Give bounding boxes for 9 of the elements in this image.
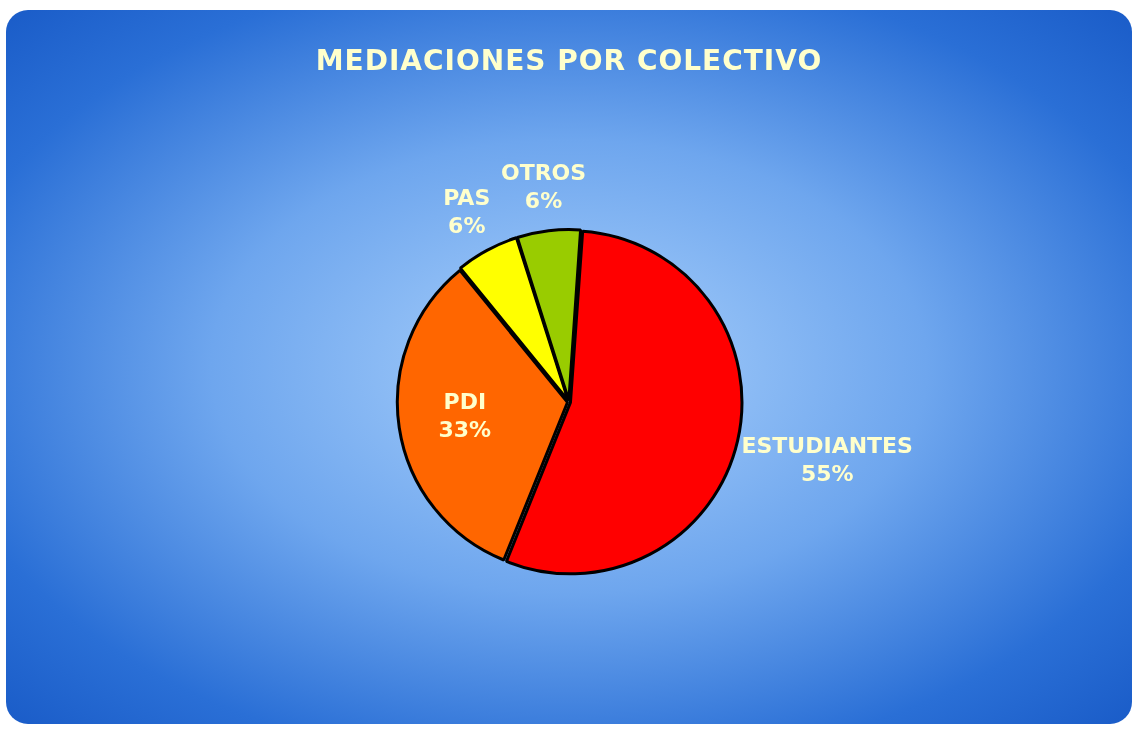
data-label: 6% [448, 212, 486, 238]
data-label: 6% [524, 188, 563, 214]
data-label: 55% [800, 461, 854, 487]
slice-label: PDI [443, 389, 487, 415]
slice-label: PAS [443, 184, 491, 210]
chart-title: MEDIACIONES POR COLECTIVO [314, 44, 824, 77]
data-label: 33% [438, 417, 492, 443]
slice-label: ESTUDIANTES [741, 433, 913, 459]
slice-label: OTROS [500, 160, 587, 186]
